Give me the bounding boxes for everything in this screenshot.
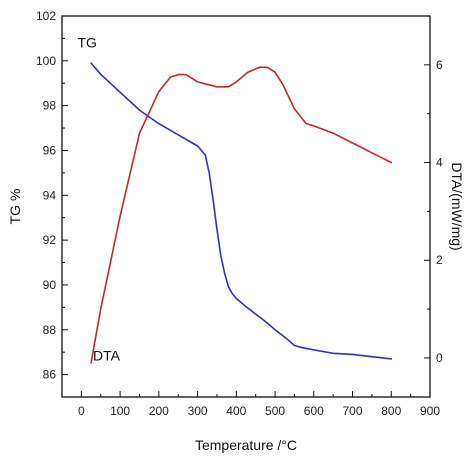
y-right-tick-label: 2 (436, 253, 443, 267)
y-axis-left-title: TG % (7, 189, 23, 225)
x-tick-label: 700 (343, 404, 363, 418)
x-tick-label: 300 (188, 404, 208, 418)
x-tick-label: 400 (226, 404, 246, 418)
y-right-tick-label: 0 (436, 351, 443, 365)
x-tick-label: 0 (78, 404, 85, 418)
ticks-layer: 0 100 200 300 400 500 600 700 800 900 86 88 90 92 94 96… (36, 9, 443, 418)
tg-series-label: TG (77, 34, 96, 50)
x-tick-label: 600 (304, 404, 324, 418)
y-left-tick-label: 98 (43, 99, 57, 113)
y-left-tick-label: 88 (43, 323, 57, 337)
plot-frame (61, 15, 431, 398)
y-left-tick-label: 94 (43, 188, 57, 202)
y-right-tick-label: 4 (436, 156, 443, 170)
x-axis-title: Temperature /°C (195, 437, 297, 453)
y-left-tick-label: 86 (43, 368, 57, 382)
x-tick-label: 800 (381, 404, 401, 418)
labels-layer: TG % DTA/(mW/mg) Temperature /°C TG DTA (7, 34, 465, 453)
y-right-tick-label: 6 (436, 58, 443, 72)
y-left-tick-label: 96 (43, 143, 57, 157)
y-left-tick-label: 100 (36, 54, 56, 68)
x-tick-label: 500 (265, 404, 285, 418)
y-left-tick-label: 92 (43, 233, 57, 247)
y-axis-right-title: DTA/(mW/mg) (449, 162, 465, 250)
dta-series-label: DTA (93, 347, 121, 363)
axes-layer (61, 15, 431, 398)
series-layer (90, 62, 393, 364)
x-tick-label: 900 (420, 404, 440, 418)
x-tick-label: 200 (149, 404, 169, 418)
x-tick-label: 100 (110, 404, 130, 418)
y-left-tick-label: 102 (36, 9, 56, 23)
tg-series-line (90, 62, 393, 360)
dta-series-line (90, 66, 393, 364)
y-left-tick-label: 90 (43, 278, 57, 292)
